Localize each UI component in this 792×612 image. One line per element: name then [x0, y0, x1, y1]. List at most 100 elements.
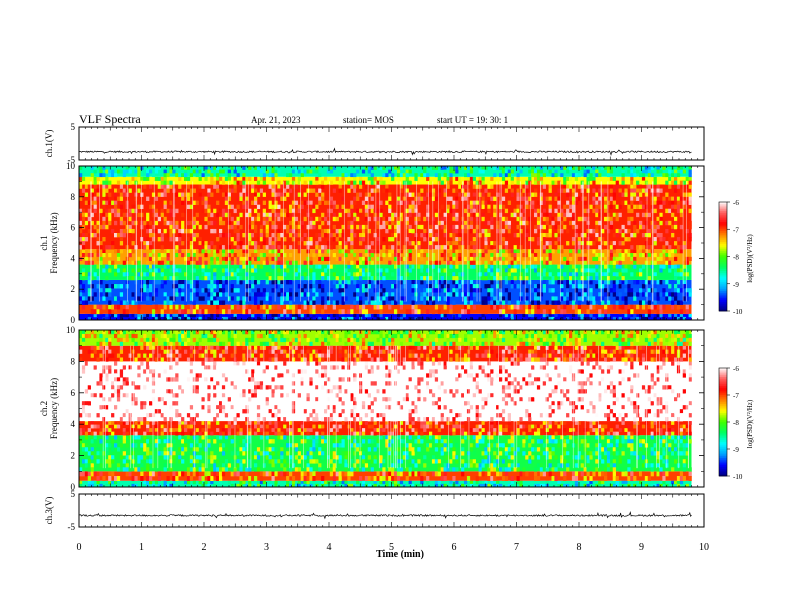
- spectrogram-cell: [668, 200, 672, 205]
- spectrogram-cell: [382, 480, 386, 485]
- spectrogram-cell: [256, 288, 261, 293]
- spectrogram-cell: [519, 483, 523, 488]
- spectrogram-cell: [481, 313, 485, 318]
- spectrogram-cell: [236, 296, 240, 301]
- spectrogram-cell: [656, 184, 660, 189]
- spectrogram-cell: [408, 268, 412, 273]
- spectrogram-cell: [192, 288, 196, 293]
- spectrogram-cell: [254, 463, 258, 468]
- spectrogram-cell: [312, 188, 316, 193]
- spectrogram-cell: [248, 232, 252, 238]
- spectrogram-cell: [332, 253, 336, 258]
- spectrogram-cell: [534, 173, 538, 178]
- spectrogram-cell: [458, 192, 462, 197]
- spectrogram-cell: [554, 208, 558, 214]
- spectrogram-cell: [396, 316, 401, 321]
- spectrogram-cell: [160, 451, 164, 456]
- spectrogram-cell: [560, 279, 564, 285]
- spectrogram-cell: [108, 463, 112, 468]
- spectrogram-cell: [668, 296, 672, 301]
- spectrogram-cell: [289, 188, 293, 193]
- spectrogram-cell: [569, 276, 573, 281]
- spectrogram-cell: [440, 483, 444, 488]
- spectrogram-cell: [154, 268, 159, 273]
- spectrogram-cell: [318, 455, 322, 460]
- spectrogram-cell: [353, 176, 357, 181]
- spectrogram-cell: [481, 212, 485, 218]
- spectrogram-cell: [289, 300, 293, 305]
- spectrogram-cell: [359, 256, 363, 262]
- spectrogram-cell: [653, 204, 657, 210]
- spectrogram-cell: [519, 272, 523, 277]
- spectrogram-cell: [321, 455, 325, 460]
- spectrogram-cell: [437, 296, 441, 301]
- spectrogram-cell: [423, 471, 427, 477]
- spectrogram-cell: [315, 169, 319, 174]
- spectrogram-cell: [256, 279, 261, 285]
- spectrogram-cell: [149, 232, 153, 238]
- spectrogram-cell: [256, 483, 261, 488]
- spectrogram-cell: [528, 196, 532, 201]
- spectrogram-cell: [140, 313, 144, 318]
- spectrogram-cell: [79, 173, 83, 178]
- spectrogram-cell: [294, 272, 299, 277]
- spectrogram-cell: [516, 212, 520, 218]
- spectrogram-cell: [291, 480, 296, 485]
- spectrogram-cell: [676, 264, 681, 269]
- spectrogram-cell: [379, 212, 383, 218]
- spectrogram-cell: [178, 447, 182, 452]
- spectrogram-cell: [487, 245, 491, 250]
- spectrogram-cell: [90, 276, 94, 281]
- spectrogram-cell: [256, 237, 261, 242]
- spectrogram-cell: [589, 296, 593, 301]
- spectrogram-cell: [452, 208, 456, 214]
- spectrogram-cell: [641, 224, 646, 230]
- spectrogram-cell: [312, 169, 316, 174]
- spectrogram-cell: [499, 316, 503, 321]
- spectrogram-cell: [414, 284, 418, 289]
- spectrogram-cell: [341, 256, 345, 262]
- spectrogram-cell: [361, 237, 366, 242]
- spectrogram-cell: [598, 200, 602, 205]
- spectrogram-cell: [169, 467, 173, 472]
- spectrogram-cell: [361, 480, 366, 485]
- spectrogram-cell: [356, 292, 360, 297]
- spectrogram-cell: [574, 249, 579, 254]
- spectrogram-cell: [277, 279, 281, 285]
- spectrogram-cell: [528, 260, 532, 265]
- spectrogram-cell: [493, 204, 497, 210]
- spectrogram-cell: [303, 471, 307, 477]
- spectrogram-cell: [525, 300, 529, 305]
- spectrogram-cell: [647, 253, 651, 258]
- spectrogram-cell: [335, 447, 339, 452]
- spectrogram-cell: [312, 284, 316, 289]
- spectrogram-cell: [294, 192, 299, 197]
- spectrogram-cell: [248, 467, 252, 472]
- spectrogram-cell: [114, 309, 118, 315]
- spectrogram-cell: [639, 200, 643, 205]
- spectrogram-cell: [402, 212, 406, 218]
- spectrogram-cell: [93, 304, 97, 310]
- spectrogram-cell: [382, 180, 386, 185]
- spectrogram-cell: [507, 272, 511, 277]
- spectrogram-cell: [618, 309, 622, 315]
- spectrogram-cell: [146, 459, 150, 464]
- spectrogram-cell: [233, 313, 237, 318]
- spectrogram-cell: [131, 471, 135, 477]
- spectrogram-cell: [571, 471, 576, 477]
- spectrogram-cell: [131, 216, 135, 222]
- spectrogram-cell: [458, 284, 462, 289]
- spectrogram-cell: [224, 435, 229, 440]
- spectrogram-cell: [557, 204, 561, 210]
- spectrogram-cell: [676, 304, 681, 310]
- spectrogram-cell: [137, 313, 141, 318]
- spectrogram-cell: [571, 284, 576, 289]
- spectrogram-cell: [577, 216, 581, 222]
- spectrogram-cell: [239, 463, 243, 468]
- spectrogram-cell: [359, 300, 363, 305]
- spectrogram-cell: [633, 169, 637, 174]
- spectrogram-cell: [149, 220, 153, 226]
- spectrogram-cell: [230, 188, 234, 193]
- spectrogram-cell: [332, 188, 336, 193]
- spectrogram-cell: [411, 241, 415, 246]
